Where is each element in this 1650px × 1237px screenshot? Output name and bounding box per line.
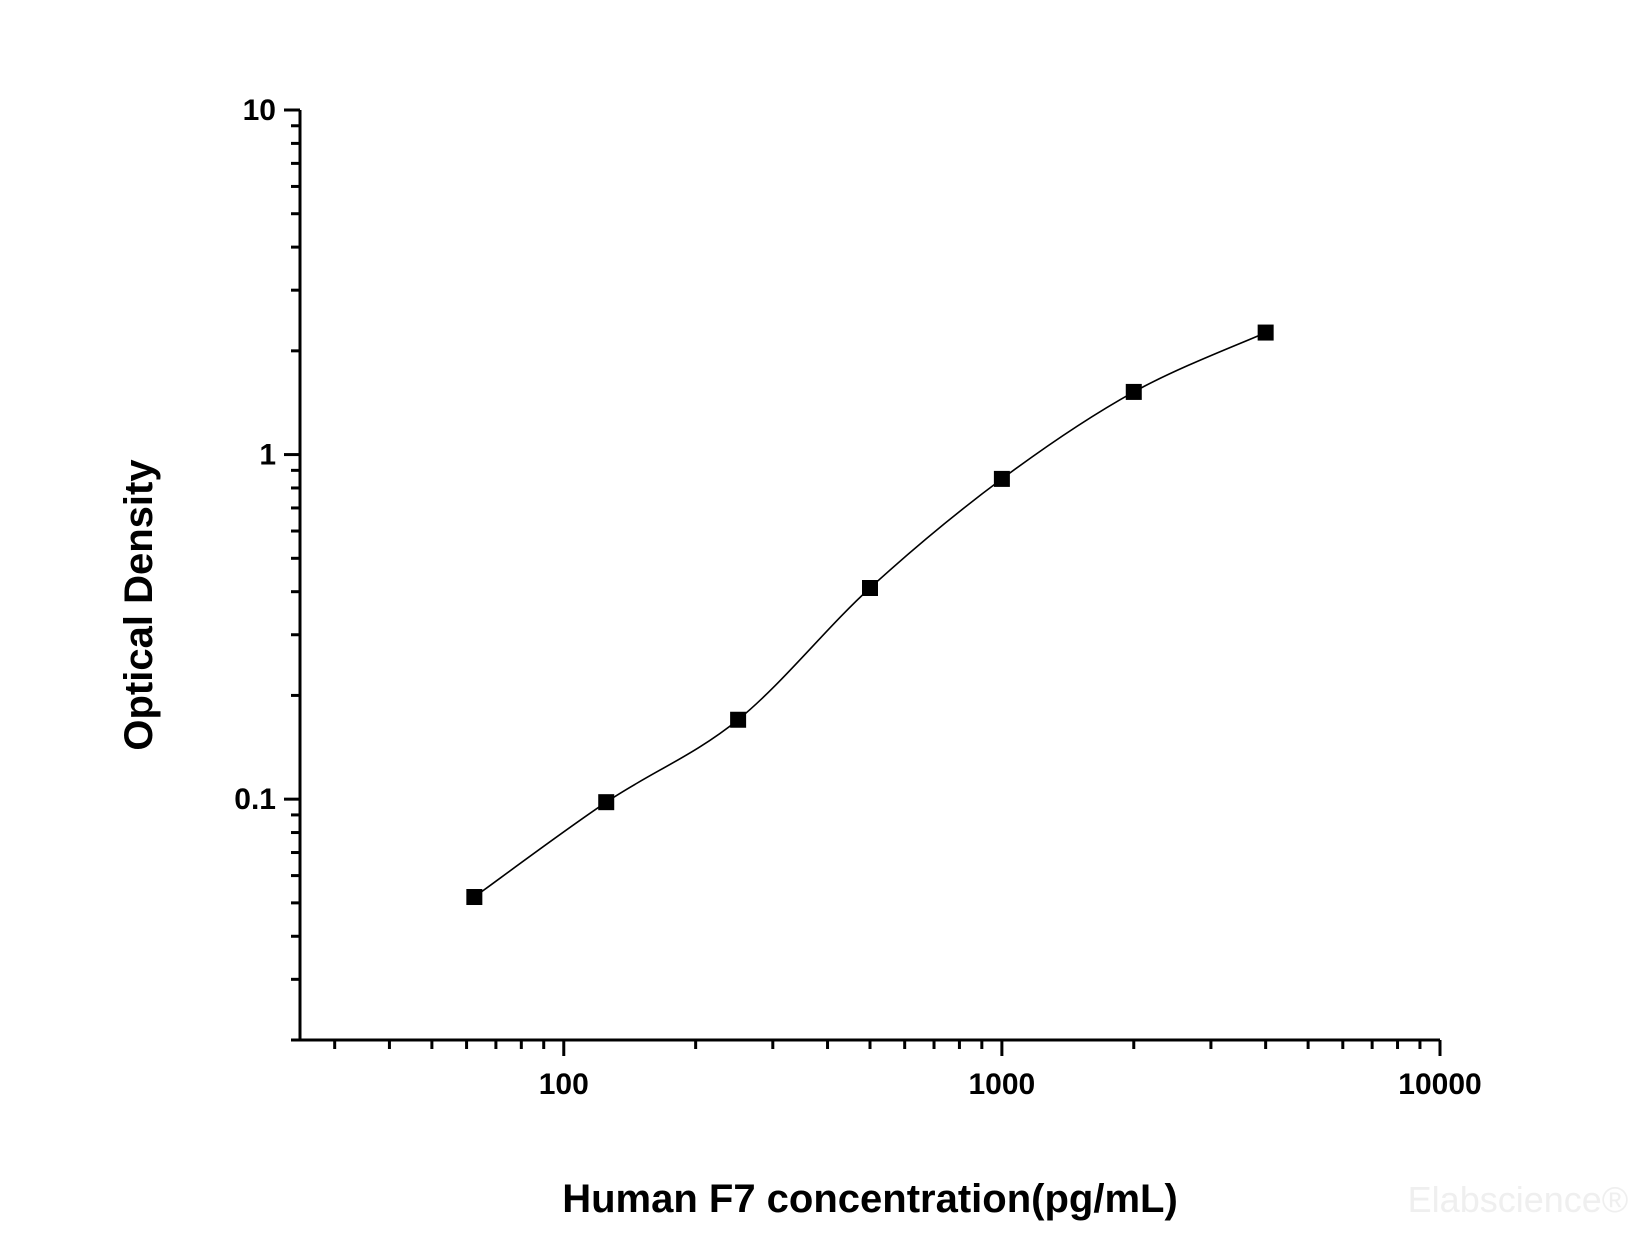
- y-tick-label: 0.1: [234, 783, 276, 816]
- x-tick-label: 100: [539, 1068, 589, 1101]
- x-axis-title: Human F7 concentration(pg/mL): [562, 1177, 1178, 1221]
- axis-ticks: [284, 108, 1442, 1056]
- axis-tick-labels: 100 1000 10000 0.1 1 10: [234, 94, 1481, 1101]
- data-point-marker: [466, 889, 483, 906]
- watermark-logo: Elabscience®: [1408, 1179, 1629, 1220]
- data-point-marker: [1125, 383, 1142, 400]
- data-points: [466, 324, 1274, 906]
- data-point-marker: [1257, 324, 1274, 341]
- y-axis-title: Optical Density: [117, 459, 161, 751]
- data-point-marker: [993, 470, 1010, 487]
- fitted-curve: [473, 331, 1267, 898]
- y-tick-label: 10: [243, 94, 276, 127]
- data-point-marker: [730, 711, 747, 728]
- x-tick-label: 1000: [969, 1068, 1036, 1101]
- x-tick-label: 10000: [1398, 1068, 1481, 1101]
- data-point-marker: [862, 580, 878, 597]
- y-tick-label: 1: [259, 439, 276, 472]
- data-point-marker: [598, 794, 615, 811]
